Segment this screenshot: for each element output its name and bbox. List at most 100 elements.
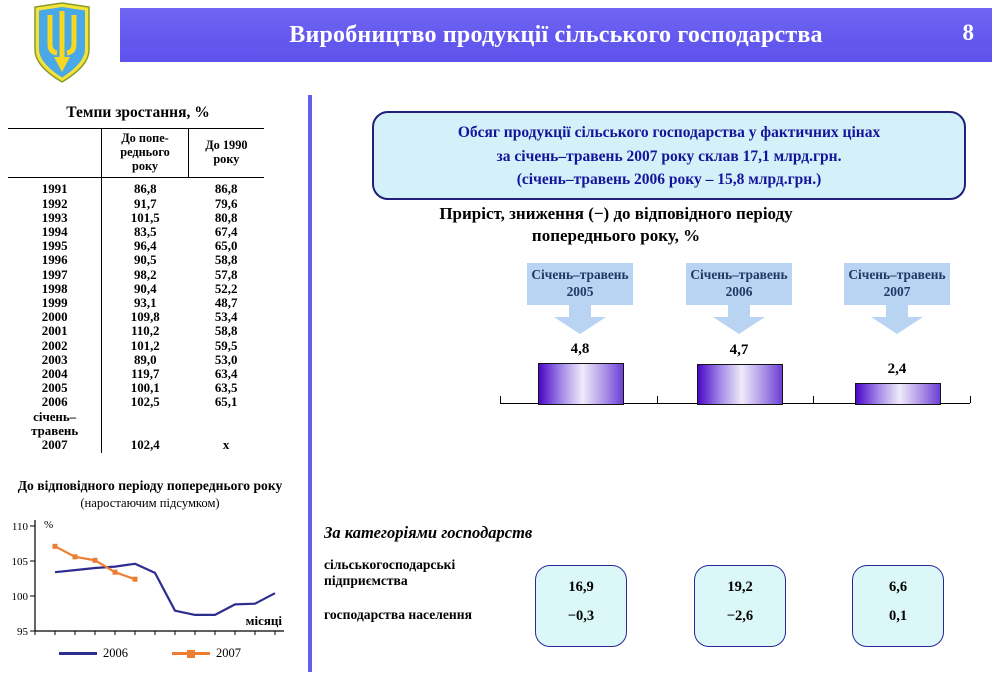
value-cell: 101,5 — [130, 210, 160, 225]
series-marker — [72, 554, 78, 560]
year-cell: 1991 — [8, 177, 103, 197]
households-value: −0,3 — [567, 608, 595, 624]
line-chart-legend: 2006 2007 — [0, 646, 300, 661]
down-arrow-svg — [554, 304, 606, 334]
table-row: 2001 110,2 58,8 — [8, 324, 264, 339]
year-cell: 1998 — [8, 281, 103, 296]
down-arrow-svg — [871, 304, 923, 334]
table-header-row: До попе- реднього року До 1990 року — [8, 128, 264, 179]
year-cell: 1999 — [8, 295, 103, 311]
bar-chart-title: Приріст, зниження (−) до відповідного пе… — [320, 203, 912, 247]
categories-heading: За категоріями господарств — [324, 523, 533, 542]
left-pane: Темпи зростання, % До попе- реднього рок… — [0, 90, 308, 680]
households-value: −2,6 — [726, 608, 754, 624]
value-cell: 48,7 — [214, 295, 238, 310]
year-cell: 2002 — [8, 338, 103, 353]
info-box-line: (січень–травень 2006 року – 15,8 млрд.гр… — [516, 171, 822, 189]
down-arrow-icon — [552, 304, 608, 334]
bar-value-label: 2,4 — [887, 361, 907, 377]
info-box-line: за січень–травень 2007 року склав 17,1 м… — [496, 147, 842, 165]
down-arrow-icon — [711, 304, 767, 334]
year-cell: 2004 — [8, 366, 103, 382]
bar — [697, 363, 783, 405]
series-marker — [92, 557, 98, 563]
right-pane: Обсяг продукції сільського господарства … — [320, 95, 996, 680]
value-cell: 96,4 — [133, 239, 157, 254]
growth-table-body: 1991 86,8 86,8 1992 91,7 79,6 1993 101,5 80,8 199… — [8, 177, 264, 454]
legend-line-swatch — [59, 652, 97, 655]
year-cell: 1997 — [8, 267, 103, 282]
year-cell: 2006 — [8, 395, 103, 410]
legend-label: 2007 — [216, 646, 241, 660]
year-cell: 2001 — [8, 324, 103, 339]
value-cell: 102,5 — [130, 395, 160, 410]
y-unit-label: % — [44, 519, 53, 531]
bar-value-label: 4,8 — [570, 341, 590, 358]
value-cell: 101,2 — [130, 338, 160, 353]
growth-table-head: До попе- реднього року До 1990 року — [8, 128, 264, 179]
series-marker — [52, 543, 58, 549]
value-cell: 58,8 — [214, 324, 238, 339]
page-number: 8 — [962, 20, 975, 45]
legend-label: 2006 — [103, 646, 128, 660]
baseline-tick — [813, 396, 815, 403]
bar-chart-title-line1: Приріст, зниження (−) до відповідного пе… — [439, 204, 793, 223]
page-title: Виробництво продукції сільського господа… — [289, 21, 823, 48]
value-cell: 119,7 — [131, 366, 160, 381]
value-cell: 83,5 — [133, 224, 157, 239]
table-row: 1994 83,5 67,4 — [8, 224, 264, 240]
bar-value-label: 4,7 — [729, 341, 749, 358]
down-arrow-svg — [713, 304, 765, 334]
value-cell: 63,5 — [214, 381, 238, 396]
year-cell: 1992 — [8, 196, 103, 211]
period-label-line2: 2007 — [883, 284, 911, 300]
period-label-line1: Січень–травень — [531, 267, 629, 282]
down-arrow-icon — [869, 304, 925, 334]
year-cell: 1995 — [8, 239, 103, 254]
table-row: 1996 90,5 58,8 — [8, 253, 264, 268]
legend-item: 2006 — [59, 646, 128, 661]
year-cell: січень– травень 2007 — [8, 409, 103, 454]
bar — [855, 383, 941, 405]
year-cell: 1994 — [8, 224, 103, 240]
down-arrow-shape — [713, 304, 765, 334]
label-agricultural-enterprises: сільськогосподарські підприємства — [324, 557, 456, 589]
value-cell: 53,4 — [214, 310, 238, 325]
value-cell: 58,8 — [214, 253, 238, 268]
table-row: 1993 101,5 80,8 — [8, 210, 264, 225]
y-tick-label: 95 — [17, 626, 29, 638]
period-label-line1: Січень–травень — [690, 267, 788, 282]
households-value: 0,1 — [888, 608, 908, 624]
value-cell: 59,5 — [214, 338, 238, 353]
table-row: 1998 90,4 52,2 — [8, 281, 264, 296]
growth-table: До попе- реднього року До 1990 року 1991… — [8, 128, 264, 454]
table-row: 1999 93,1 48,7 — [8, 295, 264, 311]
value-cell: 86,8 — [133, 182, 157, 197]
down-arrow-shape — [871, 304, 923, 334]
period-label-box: Січень–травень 2005 — [527, 263, 633, 305]
baseline-tick — [970, 396, 971, 403]
bar — [538, 363, 624, 405]
value-cell: 109,8 — [130, 310, 160, 325]
label-households: господарства населення — [324, 607, 472, 622]
series-marker — [112, 569, 118, 575]
table-row: 2005 100,1 63,5 — [8, 381, 264, 396]
period-label-line2: 2006 — [725, 284, 753, 300]
ukraine-coat-of-arms-icon — [30, 2, 94, 84]
enterprises-value: 6,6 — [888, 579, 908, 595]
line-chart: 95 100 105 110 % місяці — [12, 519, 284, 638]
value-cell: 67,4 — [214, 224, 238, 239]
header-bar: Виробництво продукції сільського господа… — [120, 8, 992, 62]
series-2006 — [54, 562, 276, 617]
table-row: 1997 98,2 57,8 — [8, 267, 264, 282]
x-axis-label: місяці — [246, 613, 283, 628]
line-chart-subtitle: (наростаючим підсумком) — [80, 496, 220, 510]
table-row: 2006 102,5 65,1 — [8, 395, 264, 410]
period-label-box: Січень–травень 2006 — [686, 263, 792, 305]
period-label-box: Січень–травень 2007 — [844, 263, 950, 305]
value-cell: 90,4 — [133, 281, 157, 296]
value-cell: х — [222, 437, 230, 452]
value-cell: 52,2 — [214, 281, 238, 296]
category-value-box: 16,9 −0,3 — [535, 565, 627, 647]
vertical-divider — [308, 95, 312, 672]
